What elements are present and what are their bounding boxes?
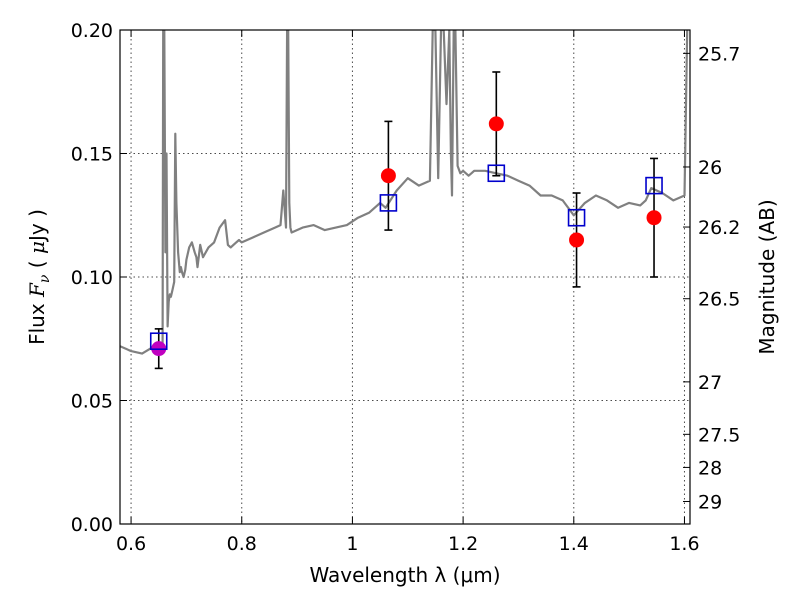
model-point (379, 194, 398, 212)
mag-tick-label: 27.5 (698, 424, 740, 446)
x-tick-label: 0.8 (227, 533, 257, 555)
y-label-mu: μ (25, 241, 49, 254)
x-tick-label: 0.6 (116, 533, 146, 555)
errorbar-layer (154, 71, 659, 370)
y-axis-flux: 0.00 0.05 0.10 0.15 0.20 (71, 20, 127, 536)
x-axis: 0.6 0.8 1 1.2 1.4 1.6 (116, 30, 700, 555)
model-point (645, 176, 663, 195)
mag-tick-label: 25.7 (698, 43, 740, 65)
mag-tick-label: 26.5 (698, 289, 740, 311)
y-tick-label: 0.05 (71, 391, 113, 413)
y-label-nu: ν (37, 274, 53, 283)
y-label-flux: Flux (25, 297, 49, 345)
spectrum-layer (120, 30, 689, 355)
grid-lines (120, 30, 690, 524)
model-point (149, 332, 168, 351)
y-label-F: F (25, 282, 49, 298)
square-marker-layer (149, 164, 663, 351)
y-tick-label: 0.10 (71, 267, 113, 289)
x-tick-label: 1.4 (559, 533, 589, 555)
measured-point (646, 210, 662, 226)
measured-point (380, 168, 396, 184)
mag-tick-label: 29 (698, 491, 722, 513)
mag-tick-label: 28 (698, 457, 722, 479)
x-tick-label: 1.2 (448, 533, 478, 555)
y-label-unit: Jy ) (25, 209, 49, 243)
mag-tick-label: 27 (698, 372, 722, 394)
y2-axis-label: Magnitude (AB) (755, 199, 779, 354)
y-label-open: ( (25, 254, 49, 275)
measured-point (488, 116, 504, 132)
model-point (567, 208, 586, 227)
x-tick-label: 1 (346, 533, 358, 555)
circle-marker-layer (151, 116, 662, 357)
y-tick-label: 0.15 (71, 144, 113, 166)
y-axis-magnitude: 25.7 26 26.2 26.5 27 27.5 28 29 (683, 43, 740, 513)
y-tick-label: 0.00 (71, 514, 113, 536)
mag-tick-label: 26.2 (698, 217, 740, 239)
spectrum-line (120, 30, 689, 355)
y-axis-label: Flux Fν ( μJy ) (25, 209, 53, 345)
x-axis-label: Wavelength λ (μm) (309, 563, 500, 587)
x-tick-label: 1.6 (669, 533, 699, 555)
model-point (487, 164, 506, 183)
measured-point (569, 232, 585, 248)
y-tick-label: 0.20 (71, 20, 113, 42)
mag-tick-label: 26 (698, 157, 722, 179)
